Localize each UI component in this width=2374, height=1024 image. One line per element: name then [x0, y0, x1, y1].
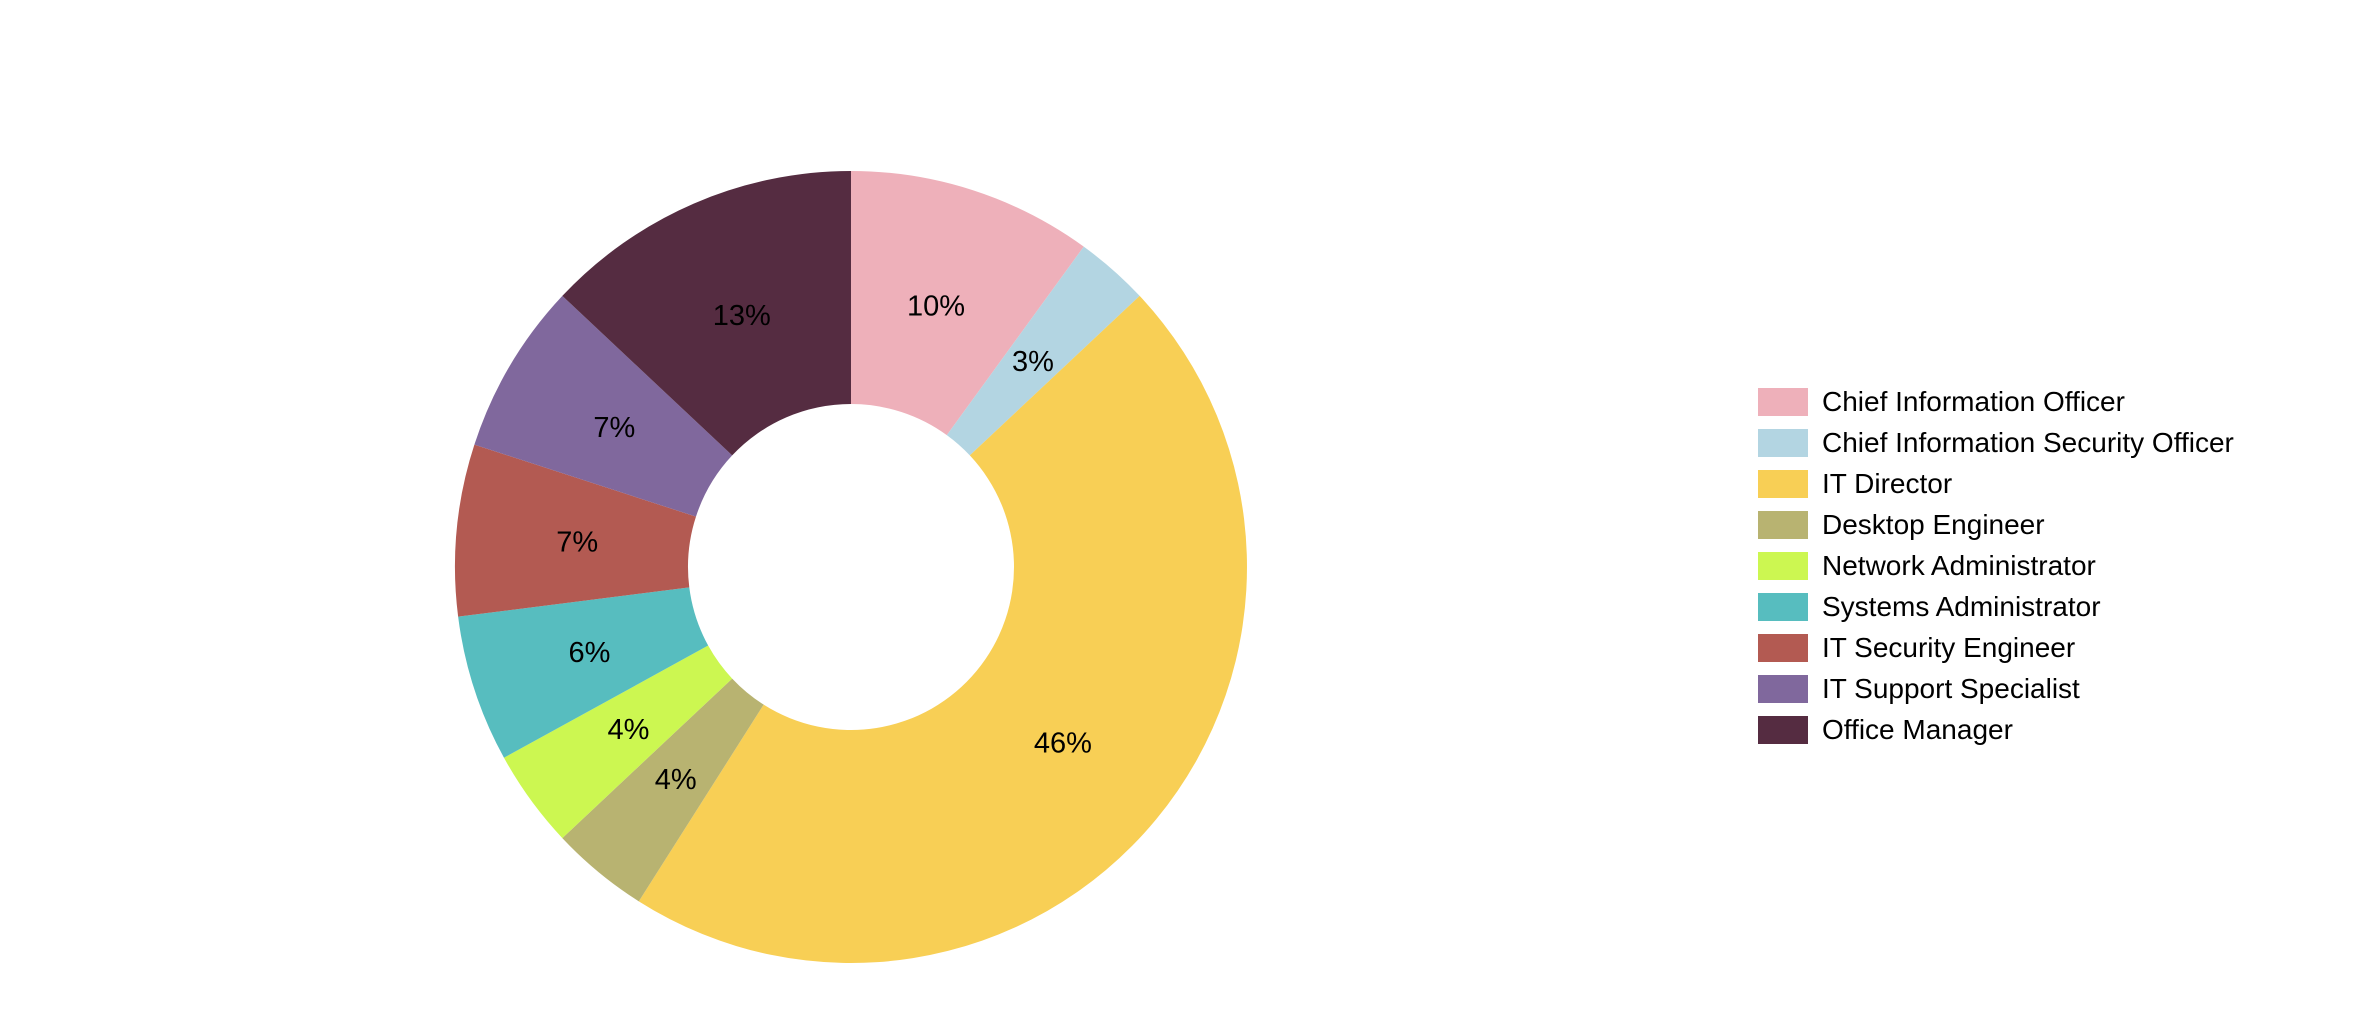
legend-item-it-director: IT Director: [1758, 463, 2234, 504]
legend-label: Office Manager: [1822, 713, 2013, 745]
legend-swatch-it-support-specialist: [1758, 674, 1808, 703]
pie-slice-network-administrator: [503, 645, 733, 839]
legend-item-chief-information-security-officer: Chief Information Security Officer: [1758, 422, 2234, 463]
pie-slice-it-director: [638, 295, 1247, 963]
legend-label: Systems Administrator: [1822, 590, 2101, 622]
legend-label: Chief Information Security Officer: [1822, 426, 2234, 458]
legend-swatch-office-manager: [1758, 715, 1808, 744]
pie-slice-chief-information-security-officer: [946, 246, 1140, 456]
legend-item-office-manager: Office Manager: [1758, 709, 2234, 750]
legend-label: Desktop Engineer: [1822, 508, 2045, 540]
slice-percent-label-chief-information-security-officer: 3%: [1012, 346, 1054, 378]
legend-item-systems-administrator: Systems Administrator: [1758, 586, 2234, 627]
legend-item-it-support-specialist: IT Support Specialist: [1758, 668, 2234, 709]
pie-slice-it-security-engineer: [454, 444, 696, 617]
slice-percent-label-chief-information-officer: 10%: [907, 291, 965, 323]
slice-percent-label-systems-administrator: 6%: [569, 637, 611, 669]
slice-percent-label-office-manager: 13%: [713, 300, 771, 332]
legend-label: IT Support Specialist: [1822, 672, 2080, 704]
legend: Chief Information Officer Chief Informati…: [1758, 381, 2234, 750]
legend-swatch-chief-information-security-officer: [1758, 428, 1808, 457]
pie-slice-desktop-engineer: [562, 678, 764, 902]
legend-label: Network Administrator: [1822, 549, 2096, 581]
slice-percent-label-it-director: 46%: [1034, 727, 1092, 759]
legend-swatch-desktop-engineer: [1758, 510, 1808, 539]
pie-slice-systems-administrator: [458, 587, 709, 758]
legend-swatch-chief-information-officer: [1758, 387, 1808, 416]
pie-slice-office-manager: [562, 171, 851, 456]
legend-label: Chief Information Officer: [1822, 385, 2125, 417]
slice-percent-label-desktop-engineer: 4%: [655, 764, 697, 796]
pie-slice-chief-information-officer: [851, 171, 1084, 436]
legend-item-desktop-engineer: Desktop Engineer: [1758, 504, 2234, 545]
legend-label: IT Security Engineer: [1822, 631, 2076, 663]
legend-item-it-security-engineer: IT Security Engineer: [1758, 627, 2234, 668]
slice-percent-label-it-security-engineer: 7%: [556, 526, 598, 558]
pie-slice-it-support-specialist: [474, 295, 733, 517]
legend-item-network-administrator: Network Administrator: [1758, 545, 2234, 586]
slice-percent-label-it-support-specialist: 7%: [593, 412, 635, 444]
legend-swatch-it-director: [1758, 469, 1808, 498]
legend-swatch-network-administrator: [1758, 551, 1808, 580]
legend-item-chief-information-officer: Chief Information Officer: [1758, 381, 2234, 422]
legend-label: IT Director: [1822, 467, 1953, 499]
slice-percent-label-network-administrator: 4%: [608, 714, 650, 746]
legend-swatch-systems-administrator: [1758, 592, 1808, 621]
legend-swatch-it-security-engineer: [1758, 633, 1808, 662]
